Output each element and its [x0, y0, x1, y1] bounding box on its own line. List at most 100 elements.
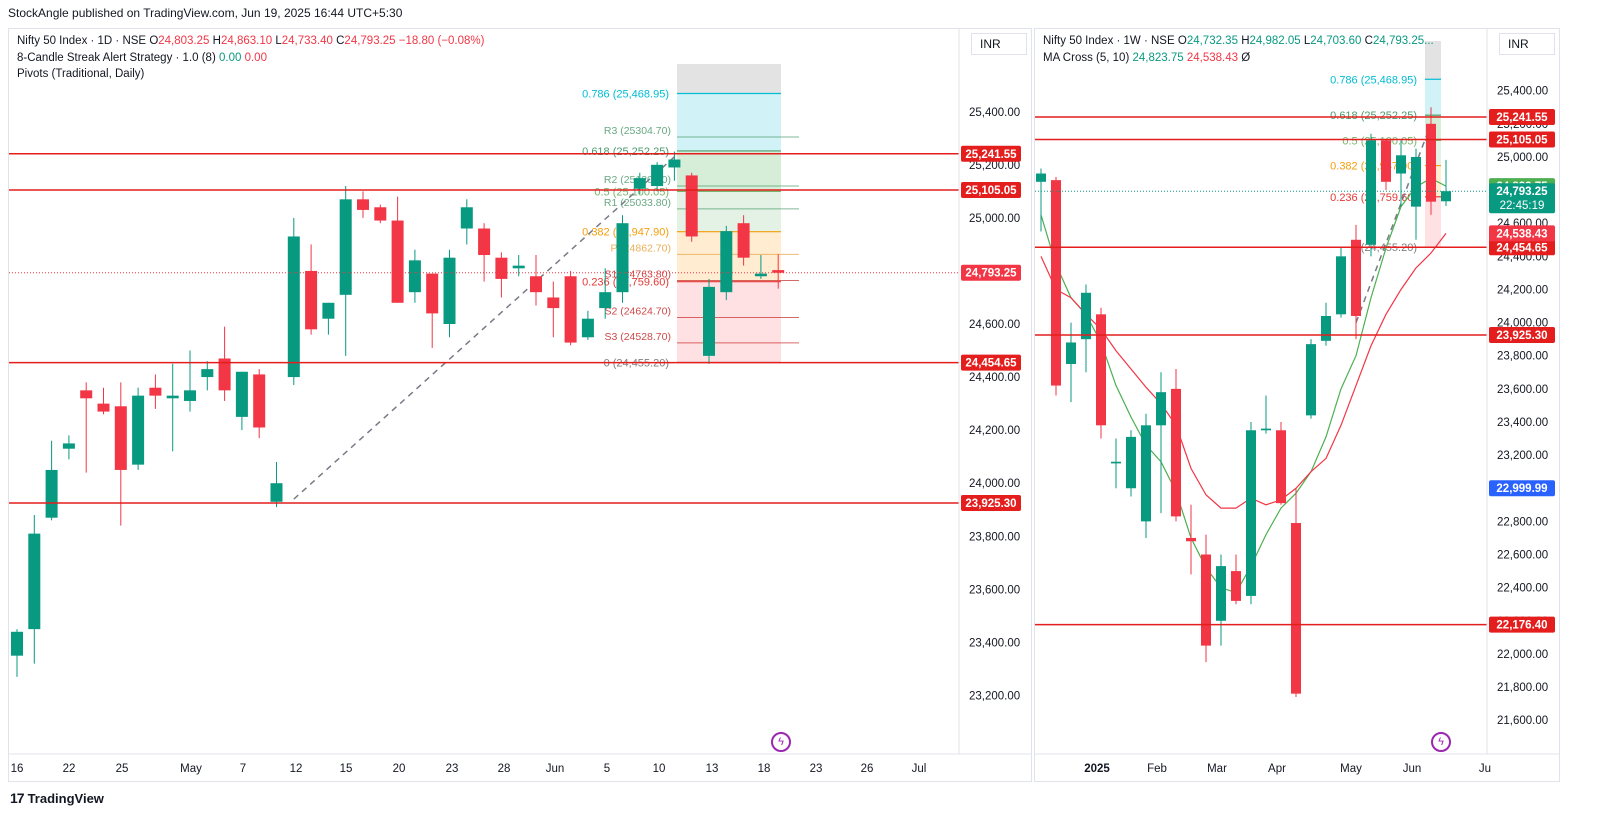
- candle-body: [1096, 314, 1106, 426]
- price-badge: [1489, 239, 1555, 256]
- candle-body: [564, 276, 577, 343]
- x-tick-label: Feb: [1147, 763, 1167, 775]
- daily-currency[interactable]: INR: [971, 33, 1027, 55]
- price-badge-timer: 22:45:19: [1500, 200, 1545, 212]
- fib-label: 0 (24,455.20): [604, 357, 669, 369]
- candle-body: [253, 374, 266, 428]
- price-badge: [1489, 183, 1555, 214]
- candle-body: [599, 292, 612, 309]
- candle-body: [460, 207, 473, 229]
- x-tick-label: 10: [653, 763, 666, 775]
- daily-h-value: 24,863.10: [220, 35, 273, 47]
- candle-body: [235, 371, 248, 417]
- fib-zone-0236: [677, 281, 781, 363]
- daily-o-value: 24,803.25: [158, 35, 210, 47]
- weekly-c-value: 24,793.25...: [1372, 35, 1434, 47]
- strategy-value-2: 0.00: [244, 51, 267, 64]
- candle-body: [1441, 191, 1451, 202]
- price-badge-label: 24,454.65: [965, 358, 1017, 370]
- y-tick-label: 25,200.00: [969, 160, 1020, 172]
- x-tick-label: 5: [604, 763, 610, 775]
- price-badge: [961, 145, 1021, 162]
- y-tick-label: 23,600.00: [969, 584, 1020, 596]
- candle-body: [201, 369, 214, 378]
- daily-l-label: L: [275, 35, 282, 47]
- candle-body: [1216, 566, 1226, 621]
- lightning-icon[interactable]: ϟ: [1431, 732, 1451, 752]
- weekly-symbol[interactable]: Nifty 50 Index · 1W · NSE: [1043, 35, 1175, 47]
- candle-body: [703, 286, 715, 356]
- price-badge: [961, 354, 1021, 371]
- candle-body: [374, 207, 387, 221]
- candle-body: [772, 270, 785, 273]
- y-tick-label: 24,200.00: [969, 425, 1020, 437]
- y-tick-label: 23,800.00: [969, 531, 1020, 543]
- candle-body: [547, 297, 560, 309]
- publisher-line: StockAngle published on TradingView.com,…: [8, 6, 403, 20]
- weekly-l-value: 24,703.60: [1310, 35, 1362, 47]
- candle-body: [1141, 425, 1151, 522]
- daily-symbol[interactable]: Nifty 50 Index · 1D · NSE: [17, 35, 147, 47]
- y-tick-label: 24,200.00: [1497, 284, 1548, 296]
- price-badge-label: 24,538.43: [1496, 228, 1547, 240]
- price-badge: [961, 264, 1021, 281]
- candle-body: [184, 390, 196, 401]
- ma-cross-indicator[interactable]: MA Cross (5, 10): [1043, 51, 1130, 64]
- candle-body: [28, 533, 41, 630]
- candle-body: [616, 223, 629, 293]
- price-badge-label: 23,925.30: [965, 498, 1016, 510]
- x-tick-label: 23: [446, 763, 459, 775]
- tradingview-logo[interactable]: 17 TradingView: [10, 790, 104, 806]
- weekly-l-label: L: [1303, 35, 1311, 47]
- y-tick-label: 23,400.00: [969, 637, 1020, 649]
- price-badge: [1489, 225, 1555, 242]
- price-badge-label: 22,999.99: [1496, 483, 1547, 495]
- candle-body: [287, 236, 300, 378]
- strategy-indicator[interactable]: 8-Candle Streak Alert Strategy · 1.0 (8): [17, 51, 216, 64]
- daily-chart-canvas[interactable]: 0.786 (25,468.95)0.618 (25,252.25)0.5 (2…: [9, 29, 1031, 781]
- x-tick-label: 20: [393, 763, 406, 775]
- candle-body: [1126, 436, 1136, 489]
- weekly-currency[interactable]: INR: [1499, 33, 1555, 55]
- daily-chart-panel[interactable]: Nifty 50 Index · 1D · NSE O24,803.25 H24…: [8, 28, 1032, 782]
- daily-l-value: 24,733.40: [281, 35, 333, 47]
- candle-body: [1171, 388, 1181, 517]
- ma-value-2: 24,538.43: [1186, 51, 1239, 64]
- candle-body: [1231, 571, 1241, 601]
- candle-body: [1246, 430, 1256, 596]
- weekly-chart-panel[interactable]: Nifty 50 Index · 1W · NSE O24,732.35 H24…: [1034, 28, 1560, 782]
- candle-body: [1411, 156, 1421, 207]
- x-tick-label: Apr: [1268, 763, 1286, 775]
- strategy-value-1: 0.00: [219, 51, 242, 64]
- x-tick-label: May: [1340, 763, 1362, 775]
- candle-body: [132, 395, 145, 465]
- fib-top-zone: [1425, 41, 1441, 80]
- y-tick-label: 23,200.00: [1497, 450, 1548, 462]
- candle-body: [530, 276, 542, 293]
- pivot-label: S2 (24624.70): [604, 305, 671, 317]
- candle-body: [1081, 292, 1091, 340]
- price-badge-label: 25,105.05: [1496, 135, 1548, 147]
- x-tick-label: 26: [861, 763, 874, 775]
- price-badge: [1489, 131, 1555, 148]
- candle-body: [45, 469, 58, 518]
- weekly-h-label: H: [1241, 35, 1250, 47]
- x-tick-label: 28: [498, 763, 511, 775]
- candle-body: [1351, 239, 1361, 316]
- y-tick-label: 22,600.00: [1497, 550, 1548, 562]
- pivot-label: R1 (25033.80): [604, 197, 671, 209]
- x-tick-label: 25: [116, 763, 129, 775]
- weekly-legend: Nifty 50 Index · 1W · NSE O24,732.35 H24…: [1043, 33, 1434, 66]
- daily-o-label: O: [149, 35, 159, 47]
- pivot-label: S1 (24763.80): [604, 269, 671, 281]
- x-tick-label: 12: [290, 763, 303, 775]
- candle-body: [97, 403, 110, 412]
- weekly-chart-canvas[interactable]: 0.786 (25,468.95) 0.618 (25,252.25) 0.5 (2…: [1035, 29, 1559, 781]
- candle-body: [1201, 554, 1211, 646]
- weekly-o-value: 24,732.35: [1186, 35, 1238, 47]
- x-tick-label: 2025: [1084, 763, 1110, 775]
- daily-c-label: C: [336, 35, 345, 47]
- lightning-icon[interactable]: ϟ: [771, 732, 791, 752]
- pivots-indicator[interactable]: Pivots (Traditional, Daily): [17, 68, 145, 80]
- candle-body: [754, 273, 767, 277]
